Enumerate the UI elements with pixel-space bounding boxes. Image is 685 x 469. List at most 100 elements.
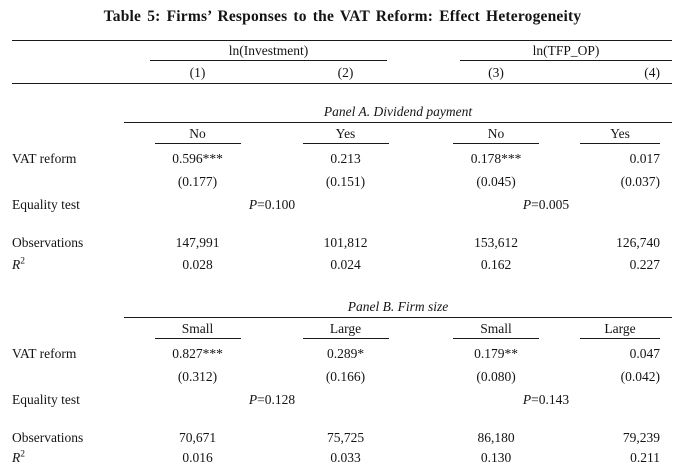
stderr-cell: (0.166) [325, 368, 366, 384]
panel-b-group-header-row: Small Large Small Large [12, 318, 672, 343]
panel-a-observations-row: Observations 147,991 101,812 153,612 126… [12, 232, 672, 254]
empty-cell [12, 298, 124, 318]
group-header: Yes [572, 123, 672, 148]
observations-cell: 86,180 [477, 429, 515, 445]
row-label-vat-reform: VAT reform [12, 150, 77, 166]
row-label-equality-test: Equality test [12, 391, 80, 407]
r2-cell: 0.227 [629, 256, 661, 272]
panel-b-title-row: Panel B. Firm size [12, 297, 673, 318]
panel-a-title-row: Panel A. Dividend payment [12, 102, 673, 123]
coefficient-cell: 0.827*** [172, 345, 223, 361]
coefficient-cell: 0.213 [330, 150, 361, 166]
equality-p-value: P=0.100 [124, 194, 420, 216]
column-number-4: (4) [572, 62, 673, 84]
panel-b-r2-row: R2 0.016 0.033 0.130 0.211 [12, 449, 672, 468]
row-label-equality-test: Equality test [12, 196, 80, 212]
coefficient-cell: 0.179** [474, 345, 518, 361]
group-header: Large [271, 318, 420, 343]
row-label-observations: Observations [12, 234, 84, 250]
equality-p-value: P=0.005 [420, 194, 672, 216]
row-label-observations: Observations [12, 429, 84, 445]
group-header: Small [124, 318, 271, 343]
panel-b-equality-row: Equality test P=0.128 P=0.143 [12, 389, 672, 411]
stderr-cell: (0.080) [476, 368, 516, 384]
r2-cell: 0.033 [330, 450, 361, 465]
p-value: =0.005 [531, 196, 570, 212]
depvar-label-tfp: ln(TFP_OP) [532, 42, 600, 58]
empty-cell [12, 123, 124, 148]
r2-cell: 0.130 [480, 450, 512, 465]
p-value: =0.128 [257, 391, 296, 407]
panel-a-r2-row: R2 0.028 0.024 0.162 0.227 [12, 254, 672, 276]
empty-cell [12, 62, 124, 84]
observations-cell: 153,612 [474, 234, 518, 250]
row-label-r2: R2 [12, 449, 124, 468]
p-symbol: P [248, 391, 258, 407]
panel-b-stderr-row: (0.312) (0.166) (0.080) (0.042) [12, 365, 672, 389]
r2-cell: 0.162 [480, 256, 512, 272]
stderr-cell: (0.042) [620, 368, 661, 384]
panel-b-coefficient-row: VAT reform 0.827*** 0.289* 0.179** 0.047 [12, 343, 672, 365]
equality-p-value: P=0.128 [124, 389, 420, 411]
spacer-row [12, 411, 672, 427]
column-number-1: (1) [124, 62, 271, 84]
spacer-row [12, 216, 672, 232]
p-symbol: P [522, 196, 532, 212]
empty-cell [12, 103, 124, 123]
column-number-3: (3) [420, 62, 573, 84]
coefficient-cell: 0.596*** [172, 150, 223, 166]
spacer-row [12, 276, 672, 298]
r-symbol: R [12, 450, 21, 465]
r2-cell: 0.024 [330, 256, 361, 272]
coefficient-cell: 0.289* [326, 345, 365, 361]
empty-cell [12, 170, 124, 194]
empty-cell [12, 318, 124, 343]
r2-superscript: 2 [20, 449, 25, 460]
panel-a-coefficient-row: VAT reform 0.596*** 0.213 0.178*** 0.017 [12, 148, 672, 170]
column-number-row: (1) (2) (3) (4) [12, 62, 673, 84]
equality-p-value: P=0.143 [420, 389, 672, 411]
r2-cell: 0.028 [182, 256, 213, 272]
column-number-2: (2) [271, 62, 421, 84]
stderr-cell: (0.037) [620, 173, 661, 189]
panel-a-title: Panel A. Dividend payment [124, 102, 673, 123]
observations-cell: 101,812 [323, 234, 368, 250]
spacer-row [12, 84, 672, 103]
p-symbol: P [248, 196, 258, 212]
r2-cell: 0.211 [630, 450, 661, 465]
group-header: Small [420, 318, 572, 343]
r-symbol: R [12, 256, 21, 272]
panel-a-equality-row: Equality test P=0.100 P=0.005 [12, 194, 672, 216]
p-value: =0.143 [531, 391, 570, 407]
row-label-vat-reform: VAT reform [12, 345, 77, 361]
empty-cell [12, 40, 124, 63]
table-title: Table 5: Firms’ Responses to the VAT Ref… [103, 8, 582, 25]
depvar-label-investment: ln(Investment) [228, 42, 309, 58]
depvar-group-tfp: ln(TFP_OP) [420, 40, 673, 63]
panel-b-observations-row: Observations 70,671 75,725 86,180 79,239 [12, 427, 672, 449]
observations-cell: 126,740 [616, 234, 661, 250]
panel-a-group-header-row: No Yes No Yes [12, 123, 672, 148]
p-value: =0.100 [257, 196, 296, 212]
stderr-cell: (0.151) [325, 173, 366, 189]
group-header: No [420, 123, 572, 148]
r2-superscript: 2 [20, 256, 25, 266]
depvar-header-row: ln(Investment) ln(TFP_OP) [12, 40, 673, 63]
stderr-cell: (0.177) [177, 173, 218, 189]
stderr-cell: (0.045) [476, 173, 516, 189]
panel-b-title: Panel B. Firm size [124, 297, 673, 318]
depvar-group-investment: ln(Investment) [124, 40, 421, 63]
group-header: No [124, 123, 271, 148]
coefficient-cell: 0.047 [629, 345, 661, 361]
p-symbol: P [522, 391, 532, 407]
observations-cell: 70,671 [178, 429, 217, 445]
empty-cell [12, 365, 124, 389]
coefficient-cell: 0.017 [629, 150, 661, 166]
r2-cell: 0.016 [182, 450, 213, 465]
panel-a-stderr-row: (0.177) (0.151) (0.045) (0.037) [12, 170, 672, 194]
observations-cell: 147,991 [175, 234, 220, 250]
regression-table: ln(Investment) ln(TFP_OP) (1) (2) (3) (4… [12, 40, 673, 468]
stderr-cell: (0.312) [177, 368, 218, 384]
coefficient-cell: 0.178*** [470, 150, 522, 166]
